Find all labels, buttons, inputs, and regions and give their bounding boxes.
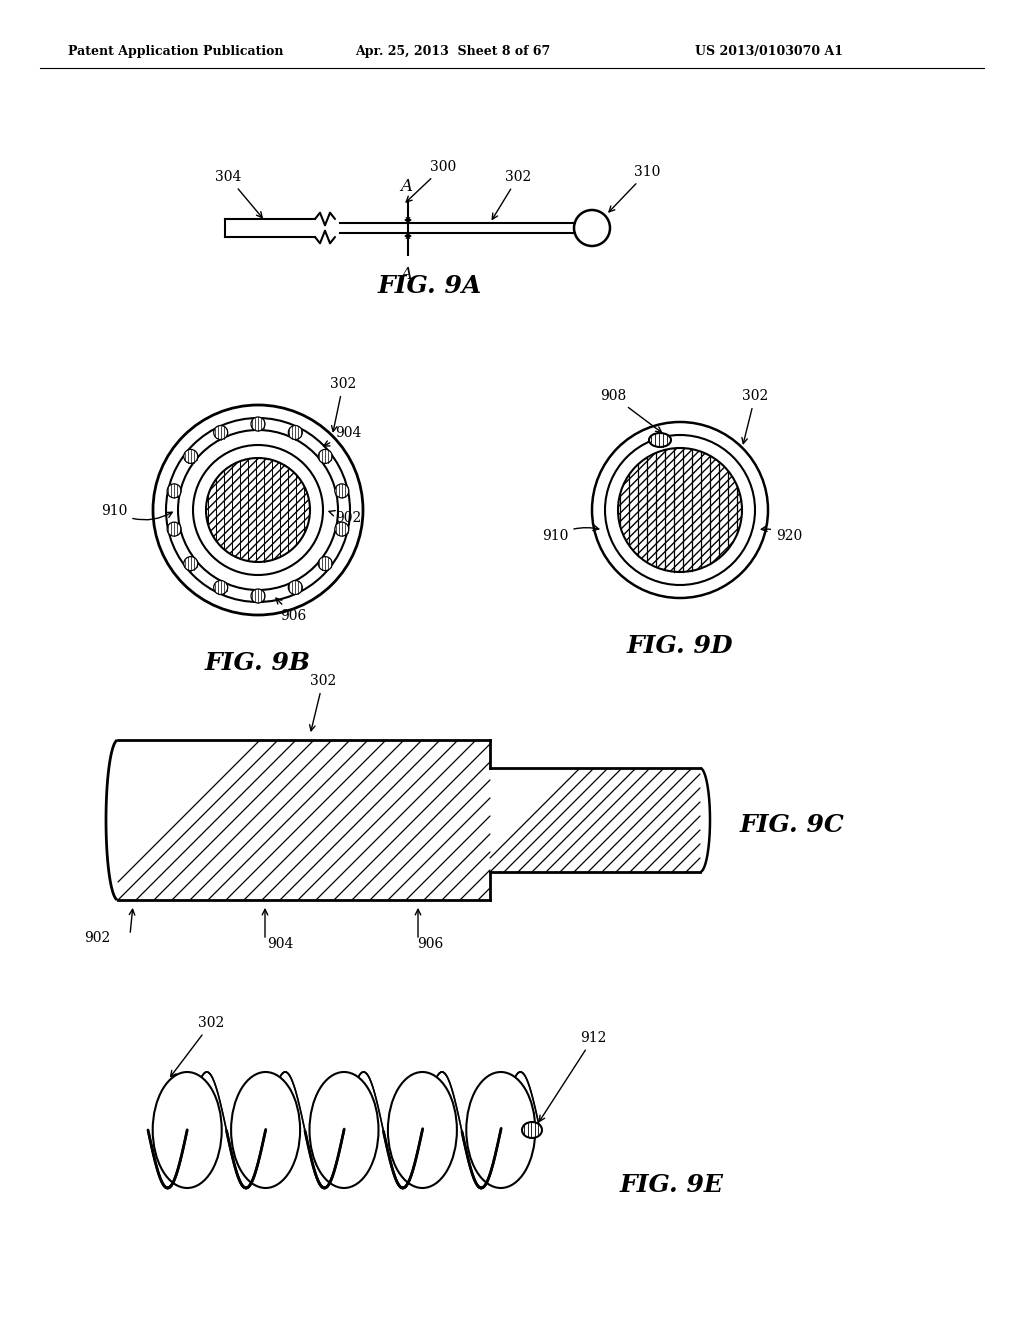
Circle shape bbox=[592, 422, 768, 598]
Text: 912: 912 bbox=[540, 1031, 606, 1122]
Circle shape bbox=[206, 458, 310, 562]
Ellipse shape bbox=[309, 1072, 379, 1188]
Text: Apr. 25, 2013  Sheet 8 of 67: Apr. 25, 2013 Sheet 8 of 67 bbox=[355, 45, 550, 58]
Ellipse shape bbox=[153, 1072, 221, 1188]
Text: Patent Application Publication: Patent Application Publication bbox=[68, 45, 284, 58]
Text: 906: 906 bbox=[417, 937, 443, 950]
Circle shape bbox=[335, 523, 349, 536]
Ellipse shape bbox=[388, 1072, 457, 1188]
Text: 302: 302 bbox=[309, 675, 336, 731]
Circle shape bbox=[167, 523, 181, 536]
Text: 302: 302 bbox=[493, 170, 531, 219]
Circle shape bbox=[251, 589, 265, 603]
Circle shape bbox=[183, 449, 198, 463]
Circle shape bbox=[574, 210, 610, 246]
Text: 902: 902 bbox=[84, 931, 110, 945]
Ellipse shape bbox=[466, 1072, 536, 1188]
Circle shape bbox=[167, 484, 181, 498]
Text: 908: 908 bbox=[600, 389, 662, 433]
Circle shape bbox=[289, 581, 302, 594]
Circle shape bbox=[618, 447, 742, 572]
Text: 300: 300 bbox=[407, 160, 457, 202]
Text: 302: 302 bbox=[742, 389, 768, 444]
Text: 302: 302 bbox=[171, 1016, 224, 1077]
Text: A: A bbox=[400, 178, 412, 195]
Text: 904: 904 bbox=[324, 426, 361, 446]
Circle shape bbox=[318, 557, 332, 570]
Circle shape bbox=[214, 425, 227, 440]
Circle shape bbox=[153, 405, 362, 615]
Text: 304: 304 bbox=[215, 170, 262, 218]
Ellipse shape bbox=[231, 1072, 300, 1188]
Text: FIG. 9C: FIG. 9C bbox=[740, 813, 845, 837]
Text: 906: 906 bbox=[276, 598, 306, 623]
Text: 302: 302 bbox=[330, 378, 356, 432]
Text: 910: 910 bbox=[101, 504, 172, 520]
Circle shape bbox=[166, 418, 350, 602]
Text: FIG. 9B: FIG. 9B bbox=[205, 651, 311, 675]
Text: 920: 920 bbox=[761, 525, 802, 543]
Text: FIG. 9A: FIG. 9A bbox=[378, 275, 482, 298]
Text: 902: 902 bbox=[329, 511, 361, 525]
Circle shape bbox=[335, 484, 349, 498]
Circle shape bbox=[289, 425, 302, 440]
Text: A: A bbox=[400, 267, 412, 282]
Text: 910: 910 bbox=[542, 525, 599, 543]
Circle shape bbox=[183, 557, 198, 570]
Text: 904: 904 bbox=[267, 937, 293, 950]
Text: US 2013/0103070 A1: US 2013/0103070 A1 bbox=[695, 45, 843, 58]
Text: 310: 310 bbox=[609, 165, 660, 213]
Text: FIG. 9D: FIG. 9D bbox=[627, 634, 733, 657]
Circle shape bbox=[251, 417, 265, 432]
Circle shape bbox=[193, 445, 323, 576]
Ellipse shape bbox=[649, 433, 671, 447]
Circle shape bbox=[178, 430, 338, 590]
Circle shape bbox=[605, 436, 755, 585]
Text: FIG. 9E: FIG. 9E bbox=[620, 1173, 724, 1197]
Ellipse shape bbox=[522, 1122, 542, 1138]
Circle shape bbox=[214, 581, 227, 594]
Circle shape bbox=[318, 449, 332, 463]
